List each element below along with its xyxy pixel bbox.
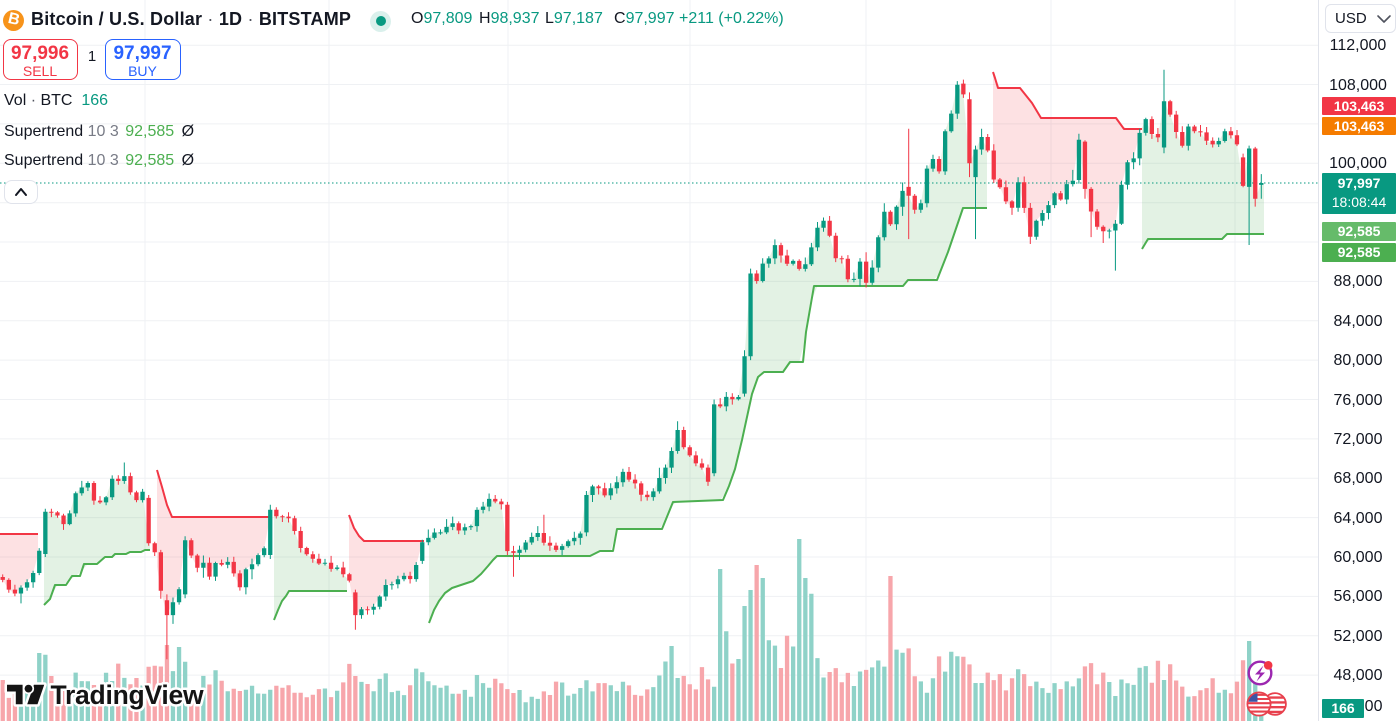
svg-text:TradingView: TradingView bbox=[51, 680, 204, 710]
